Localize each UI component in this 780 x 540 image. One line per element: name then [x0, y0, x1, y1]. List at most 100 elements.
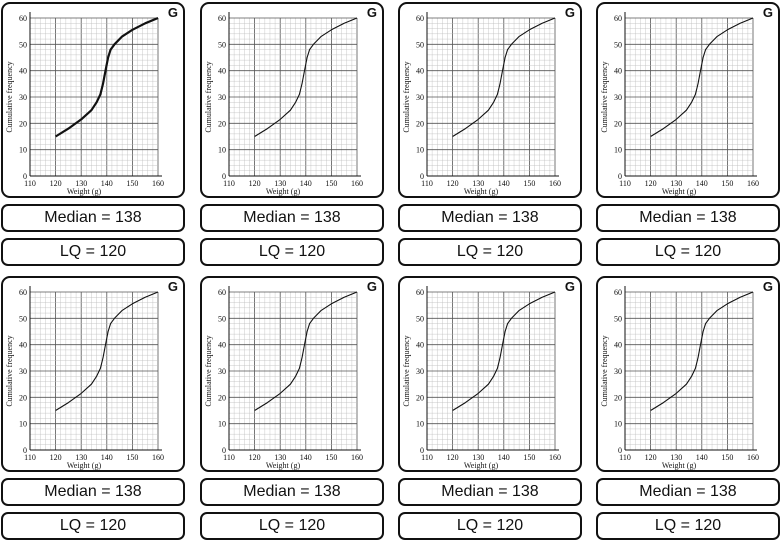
y-tick-label: 50	[614, 40, 622, 49]
median-answer-card[interactable]: Median = 138	[596, 478, 780, 506]
y-tick-label: 50	[416, 314, 424, 323]
x-tick-label: 140	[696, 179, 708, 188]
graph-card[interactable]: 110 120 130 140 150 160 0 10 20 30 40 50 60 Weight (g…	[200, 276, 384, 472]
cumulative-frequency-graph: 110 120 130 140 150 160 0 10 20 30 40 50 60 Weight (g…	[402, 12, 561, 196]
y-tick-label: 0	[420, 172, 424, 181]
lq-answer-card[interactable]: LQ = 120	[596, 238, 780, 266]
y-tick-label: 60	[614, 14, 622, 23]
y-tick-label: 30	[416, 93, 424, 102]
x-axis-label: Weight (g)	[266, 187, 301, 196]
y-tick-label: 30	[19, 93, 27, 102]
y-tick-label: 10	[218, 420, 226, 429]
graph-card[interactable]: 110 120 130 140 150 160 0 10 20 30 40 50 60 Weight (g…	[398, 276, 582, 472]
median-answer-card[interactable]: Median = 138	[1, 478, 185, 506]
median-answer-card[interactable]: Median = 138	[398, 478, 582, 506]
x-axis-label: Weight (g)	[464, 461, 499, 470]
y-axis-label: Cumulative frequency	[204, 61, 213, 132]
y-tick-label: 50	[416, 40, 424, 49]
lq-answer-card[interactable]: LQ = 120	[1, 238, 185, 266]
x-tick-label: 150	[325, 453, 337, 462]
x-tick-label: 120	[645, 179, 657, 188]
x-axis-label: Weight (g)	[662, 187, 697, 196]
y-tick-label: 60	[416, 288, 424, 297]
lq-answer-card[interactable]: LQ = 120	[398, 512, 582, 540]
cumulative-frequency-graph: 110 120 130 140 150 160 0 10 20 30 40 50 60 Weight (g…	[600, 12, 759, 196]
x-tick-label: 130	[472, 179, 484, 188]
median-answer-card[interactable]: Median = 138	[398, 204, 582, 232]
x-tick-label: 140	[300, 179, 312, 188]
median-answer-card[interactable]: Median = 138	[200, 478, 384, 506]
x-tick-label: 160	[747, 179, 759, 188]
y-axis-label: Cumulative frequency	[204, 335, 213, 406]
x-tick-label: 160	[351, 179, 363, 188]
card-badge: G	[762, 5, 773, 20]
lq-answer-card[interactable]: LQ = 120	[398, 238, 582, 266]
cumulative-frequency-curve	[254, 291, 358, 411]
median-answer-card[interactable]: Median = 138	[200, 204, 384, 232]
x-tick-label: 130	[670, 453, 682, 462]
y-tick-label: 10	[614, 420, 622, 429]
y-tick-label: 50	[19, 314, 27, 323]
graph-card[interactable]: 110 120 130 140 150 160 0 10 20 30 40 50 60 Weight (g…	[200, 2, 384, 198]
y-tick-label: 50	[614, 314, 622, 323]
y-tick-label: 60	[218, 288, 226, 297]
graph-card[interactable]: 110 120 130 140 150 160 0 10 20 30 40 50 60 Weight (g…	[1, 276, 185, 472]
x-tick-label: 120	[645, 453, 657, 462]
x-tick-label: 140	[696, 453, 708, 462]
cumulative-frequency-curve	[452, 291, 556, 411]
y-tick-label: 0	[618, 446, 622, 455]
y-tick-label: 30	[218, 367, 226, 376]
x-tick-label: 120	[249, 453, 261, 462]
x-tick-label: 110	[421, 453, 433, 462]
graph-card[interactable]: 110 120 130 140 150 160 0 10 20 30 40 50 60 Weight (g…	[398, 2, 582, 198]
x-tick-label: 150	[126, 453, 138, 462]
y-tick-label: 50	[19, 40, 27, 49]
lq-answer-card[interactable]: LQ = 120	[596, 512, 780, 540]
y-tick-label: 0	[420, 446, 424, 455]
card-badge: G	[167, 279, 178, 294]
y-tick-label: 50	[218, 40, 226, 49]
x-tick-label: 120	[447, 179, 459, 188]
y-tick-label: 30	[614, 367, 622, 376]
x-tick-label: 130	[75, 179, 87, 188]
y-tick-label: 40	[19, 341, 27, 350]
x-tick-label: 140	[101, 179, 113, 188]
cumulative-frequency-curve	[650, 291, 754, 411]
graph-card[interactable]: 110 120 130 140 150 160 0 10 20 30 40 50 60 Weight (g…	[596, 276, 780, 472]
x-tick-label: 140	[300, 453, 312, 462]
y-tick-label: 40	[218, 67, 226, 76]
y-axis-label: Cumulative frequency	[5, 335, 14, 406]
lq-answer-card[interactable]: LQ = 120	[1, 512, 185, 540]
card-badge: G	[366, 279, 377, 294]
y-axis-label: Cumulative frequency	[402, 335, 411, 406]
x-tick-label: 160	[152, 453, 164, 462]
x-tick-label: 110	[421, 179, 433, 188]
x-tick-label: 160	[152, 179, 164, 188]
y-tick-label: 10	[19, 420, 27, 429]
y-tick-label: 10	[614, 146, 622, 155]
x-axis-label: Weight (g)	[67, 461, 102, 470]
card-badge: G	[564, 5, 575, 20]
y-tick-label: 60	[19, 288, 27, 297]
y-tick-label: 20	[19, 393, 27, 402]
lq-answer-card[interactable]: LQ = 120	[200, 238, 384, 266]
x-tick-label: 160	[747, 453, 759, 462]
median-answer-card[interactable]: Median = 138	[596, 204, 780, 232]
y-tick-label: 20	[19, 119, 27, 128]
graph-card[interactable]: 110 120 130 140 150 160 0 10 20 30 40 50 60 Weight (g…	[596, 2, 780, 198]
lq-answer-card[interactable]: LQ = 120	[200, 512, 384, 540]
median-answer-card[interactable]: Median = 138	[1, 204, 185, 232]
card-badge: G	[564, 279, 575, 294]
y-tick-label: 0	[23, 172, 27, 181]
x-tick-label: 110	[24, 179, 36, 188]
y-tick-label: 40	[416, 341, 424, 350]
x-tick-label: 140	[101, 453, 113, 462]
y-axis-label: Cumulative frequency	[402, 61, 411, 132]
y-axis-label: Cumulative frequency	[600, 61, 609, 132]
x-axis-label: Weight (g)	[67, 187, 102, 196]
x-tick-label: 160	[549, 179, 561, 188]
x-tick-label: 150	[721, 453, 733, 462]
graph-card[interactable]: 110 120 130 140 150 160 0 10 20 30 40 50 60 Weight (g…	[1, 2, 185, 198]
y-tick-label: 0	[222, 446, 226, 455]
x-tick-label: 130	[274, 179, 286, 188]
